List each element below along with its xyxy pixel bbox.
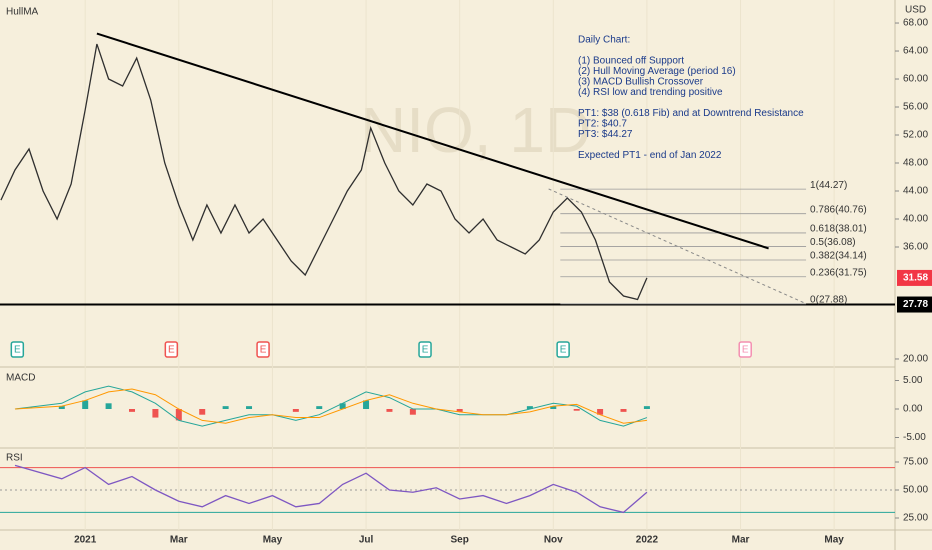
signal-line [14,388,647,424]
annotation: Expected PT1 - end of Jan 2022 [578,150,722,161]
macd-histogram-bar [620,409,627,412]
fib-label: 0.382(34.14) [810,251,867,262]
x-tick-label: Mar [732,535,750,546]
annotation: (1) Bounced off Support [578,56,684,67]
y-tick-label: 48.00 [903,158,928,169]
y-tick-label: 75.00 [903,457,928,468]
x-tick-label: May [824,535,844,546]
y-tick-label: 52.00 [903,130,928,141]
earnings-marker [164,341,179,358]
y-tick-label: 5.00 [903,375,923,386]
macd-histogram-bar [292,409,299,412]
macd-histogram-bar [573,409,580,411]
y-tick-label: 68.00 [903,18,928,29]
macd-histogram-bar [339,403,346,409]
fib-label: 1(44.27) [810,180,847,191]
annotation: Daily Chart: [578,35,630,46]
y-tick-label: 60.00 [903,74,928,85]
x-tick-label: May [263,535,283,546]
x-tick-label: Mar [170,535,188,546]
annotation: PT1: $38 (0.618 Fib) and at Downtrend Re… [578,108,804,119]
earnings-label: E [560,345,567,356]
macd-histogram-bar [526,406,533,409]
projection-line [548,188,807,305]
annotation: PT2: $40.7 [578,119,627,130]
price-badge-label: 31.58 [903,273,928,284]
macd-histogram-bar [222,406,229,409]
macd-histogram-bar [199,409,206,415]
price-line [0,43,648,301]
fib-label: 0.618(38.01) [810,224,867,235]
x-tick-label: 2021 [74,535,97,546]
y-tick-label: 44.00 [903,186,928,197]
macd-histogram-bar [105,403,112,409]
y-tick-label: 56.00 [903,102,928,113]
price-badge [897,296,932,313]
earnings-label: E [742,345,749,356]
fib-label: 0.786(40.76) [810,204,867,215]
price-badge-label: 27.78 [903,299,928,310]
macd-histogram-bar [550,406,557,409]
y-tick-label: 0.00 [903,404,923,415]
x-tick-label: Sep [450,535,468,546]
macd-histogram-bar [152,409,159,418]
annotation: (2) Hull Moving Average (period 16) [578,66,736,77]
y-tick-label: 25.00 [903,513,928,524]
earnings-marker [10,341,25,358]
macd-histogram-bar [597,409,604,415]
earnings-label: E [260,345,267,356]
earnings-label: E [422,345,429,356]
earnings-label: E [14,345,21,356]
macd-histogram-bar [363,400,370,409]
macd-histogram-bar [175,409,182,421]
macd-histogram-bar [409,409,416,415]
earnings-marker [256,341,270,358]
macd-histogram-bar [58,406,65,409]
macd-histogram-bar [316,406,323,409]
y-tick-label: 64.00 [903,46,928,57]
y-tick-label: -5.00 [903,432,926,443]
x-tick-label: 2022 [636,535,659,546]
annotation: (3) MACD Bullish Crossover [578,77,704,88]
chart-title: HullMA [6,7,39,18]
earnings-marker [738,341,752,358]
x-tick-label: Nov [544,535,563,546]
earnings-label: E [168,345,175,356]
x-tick-label: Jul [359,535,374,546]
earnings-marker [418,341,432,358]
macd-line [14,385,648,427]
fib-label: 0.5(36.08) [810,237,856,248]
fib-label: 0.236(31.75) [810,267,867,278]
y-tick-label: 20.00 [903,354,928,365]
price-badge [897,269,932,286]
macd-histogram-bar [643,406,650,409]
macd-histogram-bar [456,409,463,412]
macd-histogram-bar [129,409,136,412]
macd-histogram-bar [82,400,89,409]
currency: USD [905,5,926,16]
macd-histogram-bar [246,406,253,409]
fib-label: 0(27.88) [810,294,847,305]
trendline [96,32,769,250]
y-tick-label: 36.00 [903,242,928,253]
macd-title: MACD [6,373,35,384]
annotation: PT3: $44.27 [578,129,633,140]
earnings-marker [556,341,570,358]
y-tick-label: 50.00 [903,485,928,496]
rsi-line [14,464,648,514]
y-tick-label: 40.00 [903,214,928,225]
annotation: (4) RSI low and trending positive [578,87,723,98]
macd-histogram-bar [386,409,393,412]
rsi-title: RSI [6,453,23,464]
